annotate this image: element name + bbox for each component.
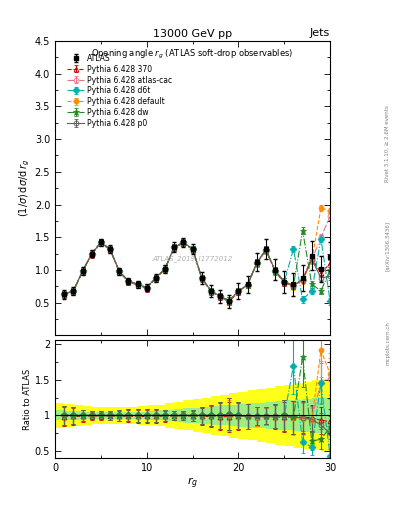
Text: Rivet 3.1.10, ≥ 2.6M events: Rivet 3.1.10, ≥ 2.6M events: [385, 105, 390, 182]
Text: Opening angle $r_g$ (ATLAS soft-drop observables): Opening angle $r_g$ (ATLAS soft-drop obs…: [92, 48, 294, 61]
Legend: ATLAS, Pythia 6.428 370, Pythia 6.428 atlas-cac, Pythia 6.428 d6t, Pythia 6.428 : ATLAS, Pythia 6.428 370, Pythia 6.428 at…: [64, 51, 175, 131]
Title: 13000 GeV pp: 13000 GeV pp: [153, 29, 232, 39]
Y-axis label: $(1/\sigma)\,\mathrm{d}\sigma/\mathrm{d}\,r_g$: $(1/\sigma)\,\mathrm{d}\sigma/\mathrm{d}…: [17, 159, 32, 217]
Text: ATLAS_2019_I1772012: ATLAS_2019_I1772012: [152, 255, 233, 262]
Text: [arXiv:1306.3436]: [arXiv:1306.3436]: [385, 221, 390, 271]
Text: mcplots.cern.ch: mcplots.cern.ch: [385, 321, 390, 365]
X-axis label: $r_g$: $r_g$: [187, 476, 198, 492]
Y-axis label: Ratio to ATLAS: Ratio to ATLAS: [23, 369, 32, 430]
Text: Jets: Jets: [310, 28, 330, 38]
